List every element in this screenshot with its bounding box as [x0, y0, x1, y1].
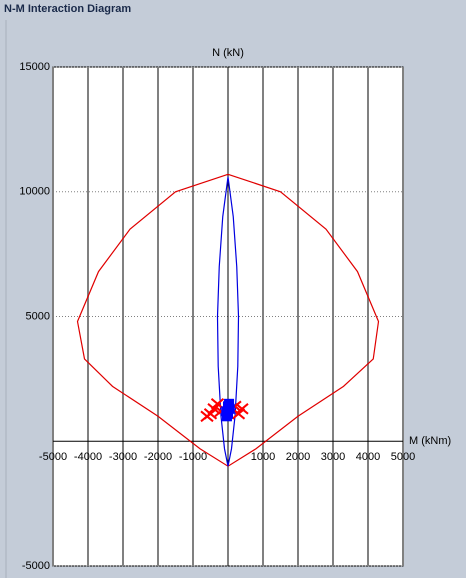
x-tick-label: 5000 [391, 451, 415, 463]
y-tick-label: -5000 [22, 560, 50, 572]
x-tick-label: -3000 [109, 451, 137, 463]
x-tick-label: 2000 [286, 451, 310, 463]
load-point [223, 401, 233, 412]
x-tick-label: -2000 [144, 451, 172, 463]
x-tick-label: -4000 [74, 451, 102, 463]
y-tick-label: 10000 [19, 186, 50, 198]
x-tick-label: -5000 [39, 451, 67, 463]
x-tick-label: -1000 [179, 451, 207, 463]
window-title: N-M Interaction Diagram [4, 3, 131, 15]
x-axis-label: M (kNm) [409, 435, 451, 447]
curve [216, 176, 240, 467]
y-tick-label: 5000 [26, 310, 50, 322]
load-point [235, 403, 249, 415]
x-tick-label: 4000 [356, 451, 380, 463]
load-point [221, 411, 232, 422]
x-tick-label: 1000 [251, 451, 275, 463]
load-point [200, 410, 214, 423]
x-tick-label: 3000 [321, 451, 345, 463]
y-tick-label: 15000 [19, 61, 50, 73]
y-axis-label: N (kN) [212, 47, 244, 59]
